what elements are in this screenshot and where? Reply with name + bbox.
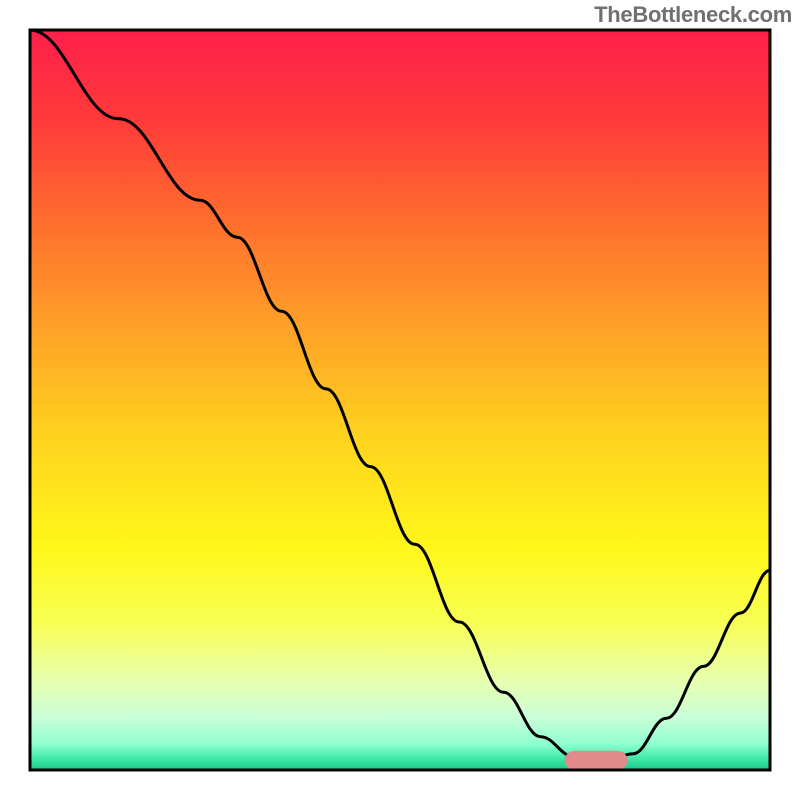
optimal-marker [565,751,628,770]
watermark-text: TheBottleneck.com [594,2,792,28]
chart-container: { "watermark": { "text": "TheBottleneck.… [0,0,800,800]
chart-background [30,30,770,770]
bottleneck-chart [0,0,800,800]
